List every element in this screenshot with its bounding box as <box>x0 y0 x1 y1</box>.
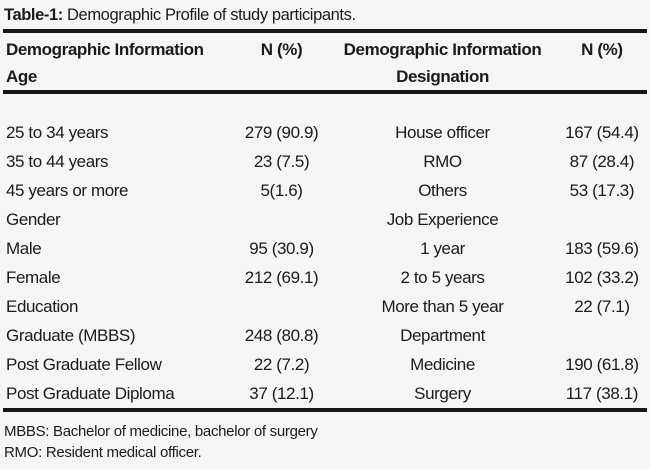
table-footnotes: MBBS: Bachelor of medicine, bachelor of … <box>3 421 647 463</box>
cell: 190 (61.8) <box>565 354 639 374</box>
cell: 248 (80.8) <box>244 325 319 345</box>
footnote-mbbs: MBBS: Bachelor of medicine, bachelor of … <box>4 423 318 440</box>
table-title-text: Demographic Profile of study participant… <box>62 6 356 24</box>
cell: 117 (38.1) <box>565 383 639 403</box>
cell: Graduate (MBBS) <box>6 325 136 345</box>
cell: 167 (54.4) <box>565 122 639 142</box>
cell: RMO <box>423 151 462 171</box>
cell: 87 (28.4) <box>569 151 635 171</box>
table-row: Post Graduate Fellow 22 (7.2) Medicine 1… <box>3 350 647 379</box>
cell: 22 (7.1) <box>574 296 630 316</box>
cell: 22 (7.2) <box>253 354 310 374</box>
table-row: 35 to 44 years 23 (7.5) RMO 87 (28.4) <box>3 147 647 176</box>
cell <box>235 292 328 321</box>
cell: Female <box>6 267 61 287</box>
cell: Surgery <box>414 383 471 403</box>
cell: 279 (90.9) <box>244 122 319 142</box>
table-row: Male 95 (30.9) 1 year 183 (59.6) <box>3 234 647 263</box>
header-n-percent-right: N (%) <box>581 39 623 59</box>
table-header: Demographic Information N (%) Demographi… <box>3 31 647 92</box>
subheader-empty <box>235 63 328 92</box>
demographics-table: Demographic Information N (%) Demographi… <box>3 29 647 412</box>
paper-page: Table-1: Demographic Profile of study pa… <box>3 0 647 463</box>
cell: 95 (30.9) <box>249 238 314 258</box>
cell: Education <box>6 296 79 316</box>
table-body: 25 to 34 years 279 (90.9) House officer … <box>3 92 647 410</box>
cell: 35 to 44 years <box>6 151 109 171</box>
cell: More than 5 year <box>381 296 504 316</box>
cell: 53 (17.3) <box>569 180 635 200</box>
header-row: Demographic Information N (%) Demographi… <box>3 31 647 63</box>
spacer-row <box>3 92 647 118</box>
header-demographic-info-left: Demographic Information <box>6 39 204 59</box>
header-demographic-info-right: Demographic Information <box>343 39 542 59</box>
cell: 5(1.6) <box>260 180 303 200</box>
cell: Gender <box>6 209 61 229</box>
table-row: Gender Job Experience <box>3 205 647 234</box>
table-row: Education More than 5 year 22 (7.1) <box>3 292 647 321</box>
table-title-label: Table-1: <box>4 6 63 24</box>
cell: Department <box>400 325 485 345</box>
cell: 25 to 34 years <box>6 122 109 142</box>
table-title: Table-1: Demographic Profile of study pa… <box>3 0 647 29</box>
subheader-age: Age <box>6 66 37 86</box>
cell: 2 to 5 years <box>400 267 485 287</box>
cell <box>557 321 647 350</box>
cell: Medicine <box>410 354 475 374</box>
cell: House officer <box>395 122 490 142</box>
cell: Post Graduate Fellow <box>6 354 162 374</box>
table-row: Graduate (MBBS) 248 (80.8) Department <box>3 321 647 350</box>
cell: 102 (33.2) <box>565 267 639 287</box>
cell: 37 (12.1) <box>249 383 314 403</box>
subheader-row: Age Designation <box>3 63 647 92</box>
table-row: 25 to 34 years 279 (90.9) House officer … <box>3 118 647 147</box>
subheader-designation: Designation <box>396 66 489 86</box>
cell <box>235 205 328 234</box>
table-row: Post Graduate Diploma 37 (12.1) Surgery … <box>3 379 647 410</box>
cell: 45 years or more <box>6 180 129 200</box>
cell: 212 (69.1) <box>244 267 319 287</box>
cell: Job Experience <box>386 209 499 229</box>
header-n-percent-left: N (%) <box>260 39 303 59</box>
table-row: 45 years or more 5(1.6) Others 53 (17.3) <box>3 176 647 205</box>
cell: 183 (59.6) <box>565 238 639 258</box>
cell: 23 (7.5) <box>253 151 310 171</box>
cell: Others <box>418 180 467 200</box>
cell <box>557 205 647 234</box>
footnote-rmo: RMO: Resident medical officer. <box>4 444 202 461</box>
subheader-empty <box>557 63 647 92</box>
cell: 1 year <box>420 238 465 258</box>
cell: Male <box>6 238 42 258</box>
table-row: Female 212 (69.1) 2 to 5 years 102 (33.2… <box>3 263 647 292</box>
cell: Post Graduate Diploma <box>6 383 175 403</box>
